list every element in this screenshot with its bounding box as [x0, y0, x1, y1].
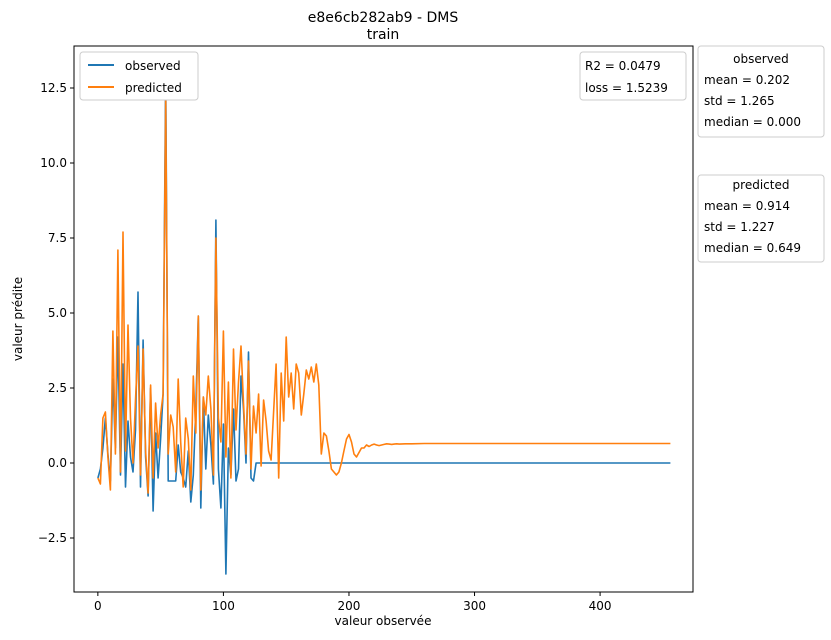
observed-stats-std: std = 1.265	[704, 94, 775, 108]
y-tick-label: 2.5	[48, 381, 67, 395]
predicted-stats-title: predicted	[733, 178, 790, 192]
predicted-stats-mean: mean = 0.914	[704, 199, 790, 213]
chart-title: e8e6cb282ab9 - DMS	[308, 10, 459, 26]
predicted-stats-frame	[697, 174, 825, 263]
y-tick-label: 12.5	[40, 81, 67, 95]
observed-stats-frame	[697, 45, 825, 138]
x-axis-label: valeur observée	[335, 614, 432, 628]
y-axis-label: valeur prédite	[11, 277, 25, 361]
x-tick-label: 400	[589, 599, 612, 613]
y-tick-label: 10.0	[40, 156, 67, 170]
observed-stats-title: observed	[733, 52, 789, 66]
legend-label-predicted: predicted	[125, 81, 182, 95]
metrics-box	[579, 51, 687, 101]
chart-subtitle: train	[367, 27, 400, 43]
x-ticks: 0 100 200 300 400	[94, 592, 612, 613]
y-ticks: −2.5 0.0 2.5 5.0 7.5 10.0 12.5	[38, 81, 74, 545]
series-lines	[97, 72, 671, 575]
predicted-stats-median: median = 0.649	[704, 241, 801, 255]
legend-label-observed: observed	[125, 59, 181, 73]
plot-area	[74, 46, 693, 592]
predicted-stats-box: predicted mean = 0.914 std = 1.227 media…	[697, 174, 825, 263]
metric-loss: loss = 1.5239	[585, 81, 668, 95]
predicted-stats-std: std = 1.227	[704, 220, 775, 234]
metric-r2: R2 = 0.0479	[585, 59, 661, 73]
x-tick-label: 300	[463, 599, 486, 613]
series-line-predicted	[97, 99, 671, 494]
x-tick-label: 0	[94, 599, 102, 613]
observed-stats-box: observed mean = 0.202 std = 1.265 median…	[697, 45, 825, 138]
plot-frame	[73, 45, 694, 593]
y-tick-label: −2.5	[38, 531, 67, 545]
y-tick-label: 7.5	[48, 231, 67, 245]
y-tick-label: 0.0	[48, 456, 67, 470]
legend: observed predicted	[79, 51, 199, 101]
x-tick-label: 100	[212, 599, 235, 613]
x-tick-label: 200	[338, 599, 361, 613]
observed-stats-median: median = 0.000	[704, 115, 801, 129]
observed-stats-mean: mean = 0.202	[704, 73, 790, 87]
y-tick-label: 5.0	[48, 306, 67, 320]
metrics-annotation: R2 = 0.0479 loss = 1.5239	[579, 51, 687, 101]
